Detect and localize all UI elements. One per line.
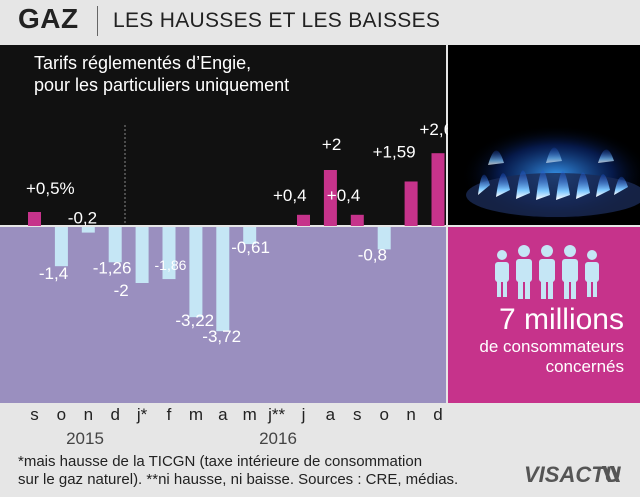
bar-12: [350, 214, 364, 226]
consumers-label: de consommateurs concernés: [479, 337, 624, 377]
x-tick-label-5: f: [167, 405, 172, 424]
x-tick-label-7: a: [218, 405, 228, 424]
value-label-3: -1,26: [93, 258, 132, 277]
x-tick-label-15: d: [433, 405, 442, 424]
visactu-logo-mark: [602, 466, 620, 482]
x-tick-label-1: o: [57, 405, 66, 424]
header: GAZ LES HAUSSES ET LES BAISSES: [0, 0, 640, 40]
year-label-2016: 2016: [259, 429, 297, 448]
bar-13: [377, 227, 391, 250]
x-tick-label-2: n: [84, 405, 93, 424]
chart-subtitle-line2: pour les particuliers uniquement: [34, 75, 290, 95]
value-label-15: +2,6: [420, 120, 454, 139]
bar-3: [108, 227, 122, 263]
consumers-info-panel: 7 millions de consommateurs concernés: [448, 227, 640, 403]
x-tick-label-3: d: [110, 405, 119, 424]
x-tick-label-9: j**: [267, 405, 285, 424]
bar-1: [54, 227, 68, 267]
bar-8: [243, 227, 257, 245]
value-label-2: -0,2: [68, 209, 97, 228]
value-label-7: -3,72: [202, 327, 241, 346]
header-separator: [97, 6, 98, 36]
bar-15: [431, 153, 445, 226]
chart-subtitle-line1: Tarifs réglementés d’Engie,: [34, 53, 252, 73]
value-label-14: +1,59: [373, 142, 416, 161]
x-tick-label-0: s: [30, 405, 39, 424]
people-icon: [495, 245, 599, 299]
year-label-2015: 2015: [66, 429, 104, 448]
bar-10: [297, 214, 310, 226]
x-tick-label-12: s: [353, 405, 362, 424]
bar-14: [404, 181, 418, 226]
footnote: *mais hausse de la TICGN (taxe intérieur…: [18, 453, 458, 489]
x-tick-label-8: m: [243, 405, 257, 424]
footnote-line1: *mais hausse de la TICGN (taxe intérieur…: [18, 453, 423, 470]
value-label-12: +0,4: [327, 186, 361, 205]
header-subtitle: LES HAUSSES ET LES BAISSES: [113, 9, 441, 32]
value-label-0: +0,5%: [26, 179, 75, 198]
consumers-count: 7 millions: [498, 303, 624, 336]
chart-top-background: [0, 45, 446, 225]
value-label-8: -0,61: [231, 238, 270, 257]
header-title: GAZ: [18, 3, 79, 34]
x-tick-label-10: j: [301, 405, 306, 424]
value-label-10: +0,4: [273, 186, 307, 205]
value-label-6: -3,22: [175, 311, 214, 330]
x-tick-label-14: n: [406, 405, 415, 424]
value-label-13: -0,8: [358, 245, 387, 264]
x-tick-label-11: a: [326, 405, 336, 424]
value-label-4: -2: [114, 281, 129, 300]
consumers-label-line2: concernés: [545, 357, 624, 376]
chart-subtitle: Tarifs réglementés d’Engie, pour les par…: [34, 52, 289, 96]
footnote-line2: sur le gaz naturel). **ni hausse, ni bai…: [18, 471, 459, 488]
value-label-1: -1,4: [39, 264, 68, 283]
consumers-label-line1: de consommateurs: [479, 337, 624, 356]
gas-flame-photo: [448, 45, 640, 225]
bar-5: [162, 227, 176, 280]
bar-0: [28, 212, 41, 226]
bar-6: [189, 227, 203, 318]
bar-7: [216, 227, 230, 332]
bar-4: [135, 227, 149, 283]
x-tick-label-4: j*: [136, 405, 148, 424]
bar-2: [81, 227, 95, 233]
x-tick-label-6: m: [189, 405, 203, 424]
value-label-5: -1,86: [155, 257, 187, 273]
bar-11: [323, 170, 337, 226]
x-tick-label-13: o: [379, 405, 388, 424]
value-label-11: +2: [322, 135, 341, 154]
